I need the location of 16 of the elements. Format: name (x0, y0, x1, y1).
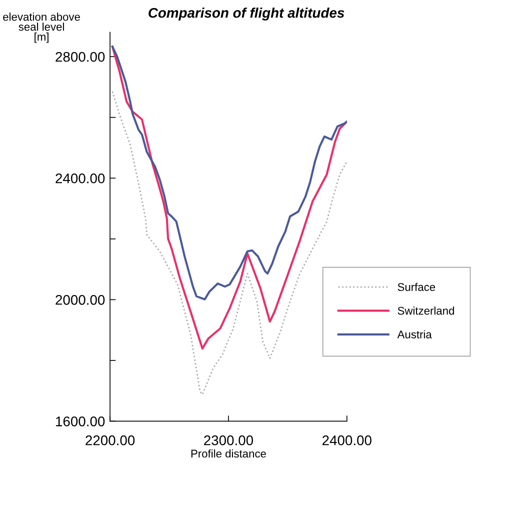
x-tick-label: 2400.00 (322, 435, 372, 446)
legend-label: Austria (397, 330, 432, 338)
y-tick-label: 2000.00 (56, 294, 105, 305)
x-tick-label: 2300.00 (204, 435, 254, 446)
legend-label: Switzerland (398, 306, 454, 315)
y-axis-title: elevation above seal level [m] (3, 12, 80, 43)
y-tick-label: 2400.00 (56, 173, 105, 184)
line-series (111, 46, 347, 300)
x-axis-title: Profile distance (191, 449, 266, 458)
x-tick-label: 2200.00 (86, 435, 135, 446)
line-series (112, 90, 347, 396)
y-tick-label: 2800.00 (56, 52, 105, 62)
line-series (111, 46, 347, 350)
chart-title: Comparison of flight altitudes (148, 8, 344, 21)
y-tick-label: 1600.00 (56, 416, 105, 426)
legend-label: Surface (398, 282, 436, 292)
